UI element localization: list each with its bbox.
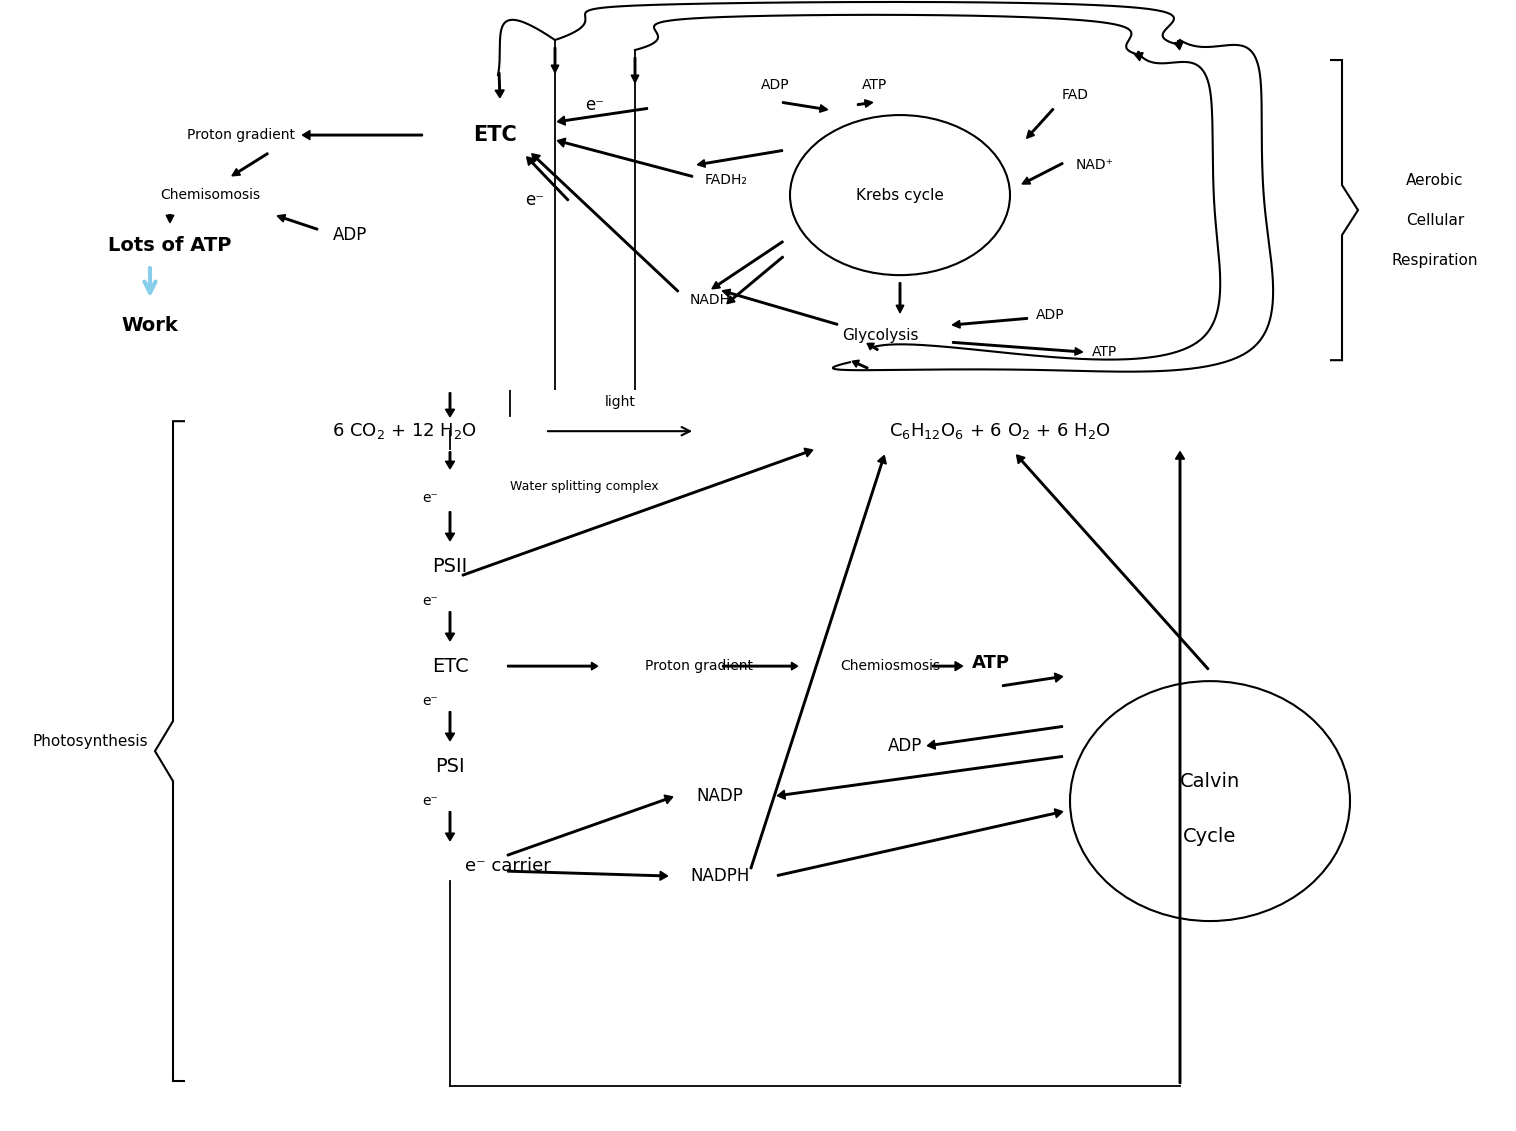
Text: NADP: NADP (696, 787, 743, 805)
FancyArrowPatch shape (1026, 109, 1054, 138)
FancyArrowPatch shape (446, 812, 455, 840)
FancyArrowPatch shape (552, 48, 558, 72)
Text: Calvin: Calvin (1179, 771, 1240, 791)
Text: Krebs cycle: Krebs cycle (857, 188, 944, 202)
FancyArrowPatch shape (446, 392, 455, 416)
FancyArrowPatch shape (558, 138, 693, 176)
FancyArrowPatch shape (508, 663, 597, 670)
Text: e⁻: e⁻ (526, 191, 544, 209)
Text: NADH: NADH (690, 293, 731, 308)
FancyArrowPatch shape (728, 257, 784, 303)
Text: 6 CO$_2$ + 12 H$_2$O: 6 CO$_2$ + 12 H$_2$O (332, 421, 478, 441)
FancyArrowPatch shape (496, 72, 503, 97)
FancyArrowPatch shape (952, 342, 1082, 355)
FancyArrowPatch shape (952, 318, 1028, 328)
FancyArrowPatch shape (1022, 163, 1063, 184)
Text: Respiration: Respiration (1392, 252, 1478, 268)
FancyArrowPatch shape (558, 107, 647, 124)
Text: ADP: ADP (888, 737, 922, 756)
Text: e⁻: e⁻ (421, 694, 438, 708)
Text: light: light (605, 395, 635, 409)
Text: ADP: ADP (334, 226, 367, 244)
Text: e⁻: e⁻ (421, 594, 438, 608)
Text: ADP: ADP (1035, 308, 1064, 322)
FancyArrowPatch shape (858, 100, 872, 107)
Text: e⁻: e⁻ (421, 491, 438, 506)
FancyArrowPatch shape (462, 449, 813, 576)
Text: ATP: ATP (863, 78, 888, 92)
Text: FADH₂: FADH₂ (705, 173, 747, 187)
FancyArrowPatch shape (1175, 41, 1182, 50)
FancyArrowPatch shape (303, 131, 423, 139)
FancyArrowPatch shape (1017, 456, 1208, 670)
FancyArrowPatch shape (446, 452, 455, 468)
FancyArrowPatch shape (697, 150, 782, 167)
Text: Lots of ATP: Lots of ATP (108, 235, 232, 254)
FancyArrowPatch shape (750, 456, 885, 869)
Text: PSI: PSI (435, 757, 465, 776)
FancyArrowPatch shape (928, 726, 1063, 749)
FancyArrowPatch shape (1176, 452, 1184, 1083)
FancyArrowPatch shape (896, 283, 904, 312)
Text: ATP: ATP (1093, 345, 1117, 360)
FancyArrowPatch shape (277, 215, 317, 230)
Text: ETC: ETC (432, 657, 468, 675)
FancyArrowPatch shape (723, 663, 797, 670)
FancyArrowPatch shape (232, 153, 268, 175)
FancyArrowPatch shape (167, 215, 173, 223)
FancyArrowPatch shape (867, 344, 878, 351)
Text: Chemiosmosis: Chemiosmosis (840, 659, 940, 673)
Text: FAD: FAD (1061, 88, 1088, 102)
FancyArrowPatch shape (778, 809, 1063, 877)
FancyArrowPatch shape (852, 361, 867, 369)
FancyArrowPatch shape (1002, 673, 1063, 687)
Text: Aerobic: Aerobic (1407, 173, 1464, 188)
Text: ATP: ATP (972, 654, 1010, 672)
Text: ADP: ADP (761, 78, 790, 92)
FancyArrowPatch shape (532, 154, 678, 292)
Text: ETC: ETC (473, 126, 517, 145)
FancyArrowPatch shape (446, 512, 455, 541)
FancyArrowPatch shape (528, 157, 568, 200)
FancyArrowPatch shape (446, 711, 455, 741)
Text: e⁻: e⁻ (421, 794, 438, 808)
FancyArrowPatch shape (782, 102, 828, 112)
FancyArrowPatch shape (632, 58, 638, 83)
Text: Photosynthesis: Photosynthesis (32, 734, 149, 749)
FancyArrowPatch shape (1134, 52, 1143, 60)
FancyArrowPatch shape (713, 241, 782, 288)
Text: PSII: PSII (432, 556, 467, 576)
FancyArrowPatch shape (508, 871, 667, 880)
Text: Proton gradient: Proton gradient (644, 659, 753, 673)
Text: NADPH: NADPH (690, 867, 750, 886)
FancyArrowPatch shape (446, 612, 455, 640)
Text: Chemisomosis: Chemisomosis (159, 188, 261, 202)
Text: e⁻ carrier: e⁻ carrier (465, 857, 550, 875)
Text: Glycolysis: Glycolysis (841, 328, 919, 343)
Text: Work: Work (121, 316, 179, 335)
FancyArrowPatch shape (508, 795, 673, 856)
Text: e⁻: e⁻ (585, 96, 605, 114)
Text: Proton gradient: Proton gradient (186, 128, 296, 143)
FancyArrowPatch shape (932, 662, 963, 671)
FancyArrowPatch shape (723, 290, 837, 325)
Text: Water splitting complex: Water splitting complex (509, 480, 658, 493)
Text: C$_6$H$_{12}$O$_6$ + 6 O$_2$ + 6 H$_2$O: C$_6$H$_{12}$O$_6$ + 6 O$_2$ + 6 H$_2$O (888, 421, 1111, 441)
Text: Cellular: Cellular (1405, 213, 1464, 227)
FancyArrowPatch shape (778, 756, 1063, 798)
Text: NAD⁺: NAD⁺ (1076, 158, 1114, 172)
Text: Cycle: Cycle (1184, 827, 1237, 846)
